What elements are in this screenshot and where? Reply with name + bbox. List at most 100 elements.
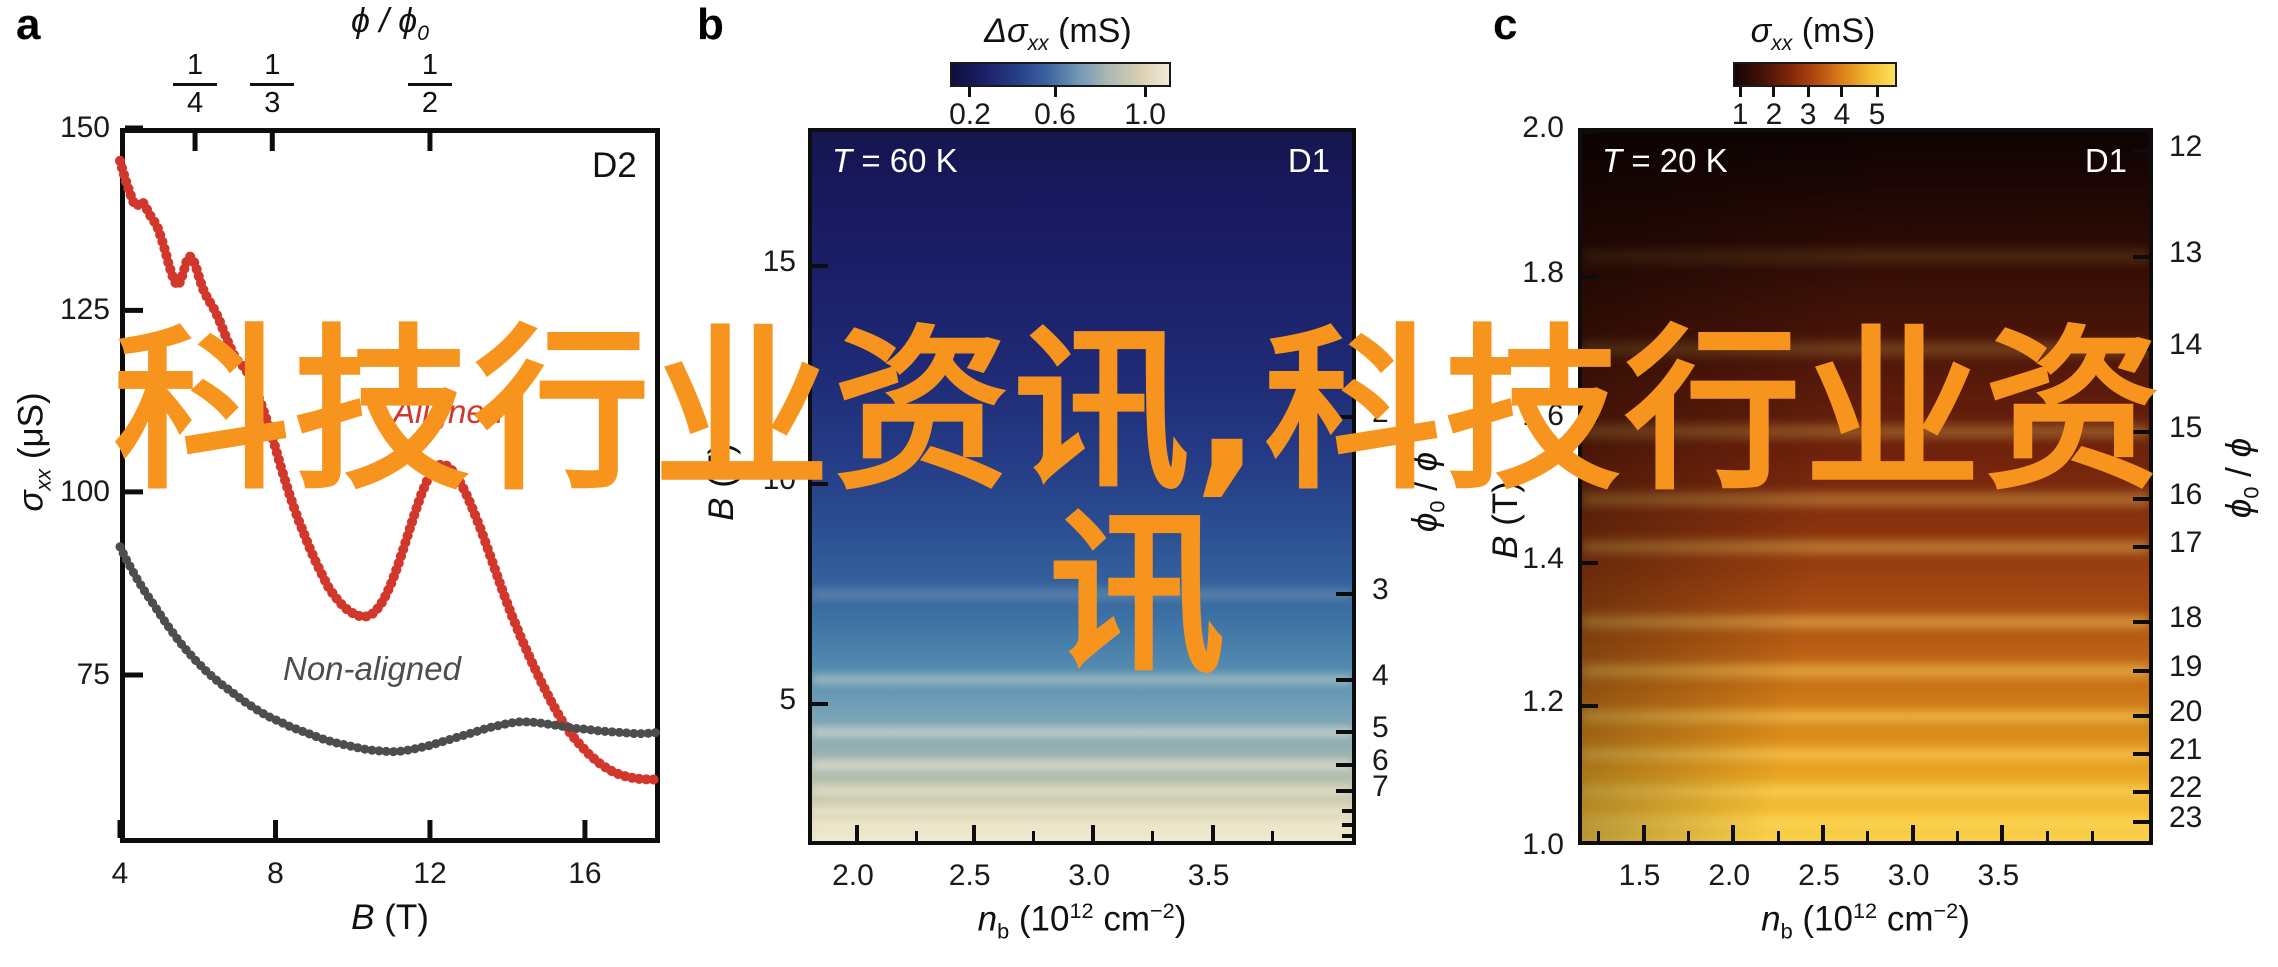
panel-c-colorbar-tick-mark [1738,86,1742,97]
panel-b-right-tick-label: 4 [1372,658,1389,692]
x-axis-unit: (T) [374,898,429,937]
x-axis-minor-tick-mark [1686,831,1690,841]
panel-b-y-tick-label: 5 [779,683,796,717]
right-axis-tick-mark [1342,843,1352,845]
x-axis-minor-tick-mark [1597,831,1601,841]
panel-c-right-tick-label: 15 [2169,410,2203,444]
panel-b-y-tick-label: 10 [762,463,796,497]
panel-c-colorbar-tick-mark [1875,86,1879,97]
phi-symbol: ϕ [1405,451,1445,472]
y-axis-tick-mark [812,482,828,487]
phi-zero-subscript: 0 [417,21,429,45]
x-axis-minor-tick-mark [1151,831,1155,841]
temperature-symbol: T [832,142,853,179]
sigma-subscript: xx [1771,31,1793,55]
panel-a-x-tick-label: 4 [111,857,129,890]
panel-c-colorbar-tick-label: 1 [1731,98,1749,131]
y-axis-tick-mark [812,264,828,269]
y-axis-unit: (T) [1486,481,1525,536]
delta-sigma-symbol: Δσ [984,12,1028,50]
panel-b-colorbar-tick-mark [1053,86,1057,97]
panel-c-colorbar-tick-mark [1840,86,1844,97]
panel-c-x-tick-label: 2.5 [1798,859,1840,892]
panel-b-right-tick-label: 3 [1372,572,1389,606]
right-axis-tick-mark [2133,789,2149,794]
x-axis-minor-tick-mark [1270,831,1274,841]
panel-c-right-tick-label: 23 [2169,800,2203,834]
landau-fan-stripe [812,727,1352,738]
landau-fan-stripe [1582,816,2149,827]
landau-fan-stripe [812,409,1352,424]
panel-c-colorbar [1733,62,1897,87]
landau-fan-stripe [812,674,1352,686]
right-axis-tick-mark [2133,429,2149,434]
x-axis-tick-mark [1731,825,1736,841]
y-axis-tick-mark [1582,704,1598,709]
panel-a-y-tick-label: 100 [59,474,110,508]
y-axis-tick-mark [1582,560,1598,565]
panel-c-right-tick-label: 19 [2169,650,2203,684]
panel-b-colorbar-tick-label: 0.2 [949,98,991,131]
panel-c-colorbar-tick-label: 2 [1765,98,1783,131]
y-axis-tick-mark [1582,418,1598,423]
landau-fan-stripe [812,760,1352,770]
panel-b-right-tick-label: 2 [1372,395,1389,429]
panel-c-y-tick-label: 1.0 [1522,828,1564,861]
panel-c-temperature-annotation: T = 20 K [1602,142,1728,180]
panel-c-x-tick-label: 3.5 [1977,859,2020,892]
series-aligned [115,155,664,785]
y-axis-tick-mark [812,702,828,707]
panel-b-temperature-annotation: T = 60 K [832,142,958,180]
panel-c-right-tick-label: 22 [2169,770,2203,804]
panel-b-colorbar-title: Δσxx (mS) [898,12,1218,56]
right-axis-tick-mark [1336,414,1352,419]
landau-fan-stripe [1582,342,2149,357]
x-axis-unit: cm [1877,899,1934,939]
b-field-symbol: B [351,898,375,937]
landau-fan-stripe [1582,492,2149,506]
right-axis-tick-mark [2133,669,2149,674]
right-axis-tick-mark [1342,823,1352,828]
series-label-aligned: Aligned [393,393,504,430]
panel-c-colorbar-tick-label: 3 [1799,98,1817,131]
panel-c-y-tick-label: 1.2 [1522,685,1564,719]
right-axis-tick-mark [1336,763,1352,768]
panel-c-colorbar-tick-mark [1772,86,1776,97]
panel-a-device-label: D2 [592,146,637,185]
panel-c-x-tick-label: 2.0 [1708,859,1751,892]
b-field-symbol: B [702,497,741,521]
panel-b-colorbar-tick-label: 0.6 [1034,98,1076,131]
panel-c-right-tick-label: 17 [2169,526,2203,560]
landau-fan-stripe [1582,786,2149,797]
exponent: 12 [1852,898,1878,923]
exponent: −2 [1149,898,1175,923]
landau-fan-stripe [1582,665,2149,677]
x-axis-tick-mark [1820,825,1825,841]
density-symbol: n [977,899,998,939]
panel-b-x-tick-label: 2.5 [948,859,991,892]
panel-b-x-axis-label: nb (1012 cm−2) [808,898,1356,945]
right-axis-tick-mark [1336,730,1352,735]
right-axis-tick-mark [1342,834,1352,839]
panel-c-colorbar-tick-mark [1806,86,1810,97]
x-axis-unit: (10 [1792,899,1853,939]
panel-c-x-axis-label: nb (1012 cm−2) [1578,898,2153,945]
landau-fan-stripe [812,831,1352,841]
panel-c-device-label: D1 [2084,142,2127,179]
right-axis-tick-mark [2133,545,2149,550]
panel-b-heatmap: T = 60 K D1 [808,128,1356,845]
panel-b-x-tick-label: 3.0 [1068,859,1110,892]
landau-fan-stripe [1582,615,2149,628]
panel-b-right-axis-label: ϕ0 / ϕ [1406,452,1451,532]
x-axis-minor-tick-mark [1776,831,1780,841]
x-axis-tick-mark [1910,825,1915,841]
panel-c-y-tick-label: 1.8 [1522,255,1564,289]
fraction-numerator: 1 [250,50,295,86]
fraction-numerator: 1 [173,50,218,86]
phi-zero-subscript: 0 [2238,486,2264,499]
panel-c-right-tick-label: 18 [2169,600,2203,634]
panel-c-right-tick-label: 21 [2169,733,2203,767]
panel-b-x-tick-label: 3.5 [1187,859,1230,892]
